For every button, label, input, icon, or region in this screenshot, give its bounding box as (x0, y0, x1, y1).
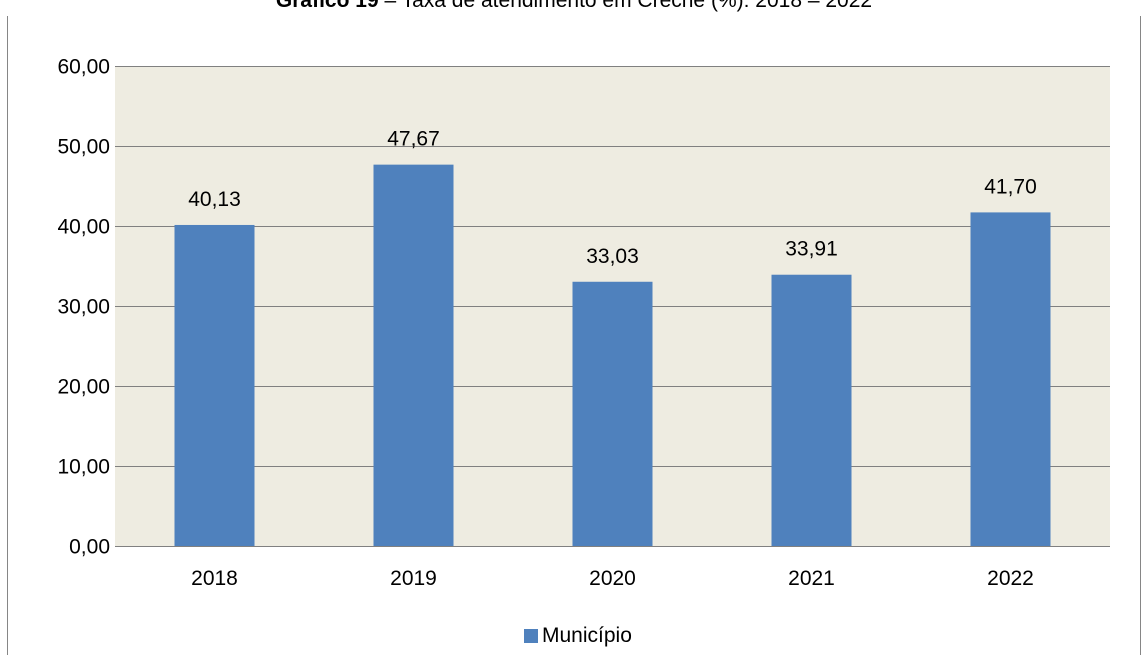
legend-swatch (524, 629, 538, 643)
x-axis-labels: 2018 2019 2020 2021 2022 (191, 567, 1034, 590)
x-tick-label: 2019 (390, 567, 437, 590)
bar-2019 (373, 164, 454, 546)
x-tick-label: 2022 (987, 567, 1034, 590)
y-tick-label: 10,00 (57, 456, 110, 479)
legend-label: Município (542, 624, 632, 647)
data-label-2020: 33,03 (586, 245, 639, 268)
chart-title: Gráfico 19 – Taxa de atendimento em Crec… (0, 0, 1148, 13)
bar-2022 (970, 212, 1051, 546)
y-tick-label: 20,00 (57, 376, 110, 399)
chart-title-bold: Gráfico 19 (275, 0, 379, 12)
data-label-2022: 41,70 (984, 175, 1037, 198)
bar-2021 (771, 274, 852, 546)
chart-title-text: – Taxa de atendimento em Creche (%): 201… (378, 0, 873, 12)
y-tick-label: 40,00 (57, 216, 110, 239)
y-tick-label: 50,00 (57, 136, 110, 159)
x-tick-label: 2018 (191, 567, 238, 590)
data-labels: 40,13 47,67 33,03 33,91 41,70 (188, 128, 1037, 268)
bar-2020 (572, 281, 653, 546)
y-tick-label: 30,00 (57, 296, 110, 319)
data-label-2021: 33,91 (785, 238, 838, 261)
x-tick-label: 2020 (589, 567, 636, 590)
x-tick-label: 2021 (788, 567, 835, 590)
y-axis-labels: 0,00 10,00 20,00 30,00 40,00 50,00 60,00 (57, 56, 110, 559)
bar-2018 (174, 224, 255, 546)
y-tick-label: 60,00 (57, 56, 110, 79)
data-label-2018: 40,13 (188, 188, 241, 211)
y-tick-label: 0,00 (69, 536, 110, 559)
data-label-2019: 47,67 (387, 128, 440, 151)
legend: Município (524, 624, 632, 648)
bars (174, 164, 1051, 546)
